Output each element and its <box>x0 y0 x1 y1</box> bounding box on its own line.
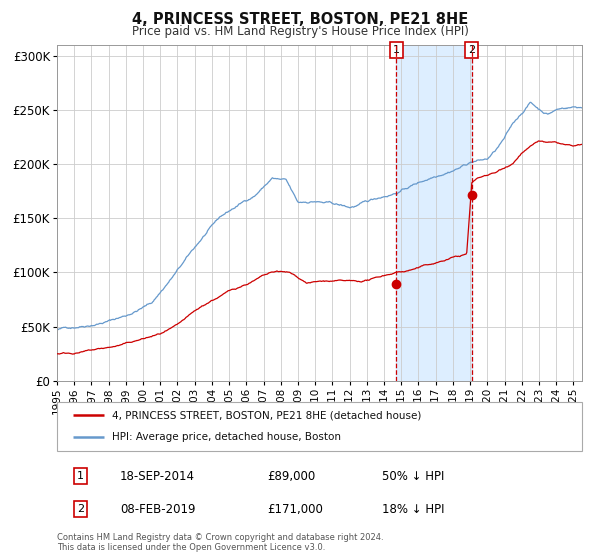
Text: HPI: Average price, detached house, Boston: HPI: Average price, detached house, Bost… <box>112 432 341 442</box>
Text: 2: 2 <box>468 45 475 55</box>
Text: 4, PRINCESS STREET, BOSTON, PE21 8HE (detached house): 4, PRINCESS STREET, BOSTON, PE21 8HE (de… <box>112 410 421 421</box>
Bar <box>397 45 472 381</box>
Text: Price paid vs. HM Land Registry's House Price Index (HPI): Price paid vs. HM Land Registry's House … <box>131 25 469 38</box>
Text: 50% ↓ HPI: 50% ↓ HPI <box>383 470 445 483</box>
Text: This data is licensed under the Open Government Licence v3.0.: This data is licensed under the Open Gov… <box>57 543 325 552</box>
Text: 2: 2 <box>77 504 84 514</box>
Text: 18% ↓ HPI: 18% ↓ HPI <box>383 503 445 516</box>
Text: 18-SEP-2014: 18-SEP-2014 <box>120 470 195 483</box>
Text: 1: 1 <box>393 45 400 55</box>
Text: £171,000: £171,000 <box>267 503 323 516</box>
Text: 08-FEB-2019: 08-FEB-2019 <box>120 503 196 516</box>
Text: Contains HM Land Registry data © Crown copyright and database right 2024.: Contains HM Land Registry data © Crown c… <box>57 533 383 542</box>
Text: £89,000: £89,000 <box>267 470 315 483</box>
Text: 1: 1 <box>77 471 84 481</box>
Text: 4, PRINCESS STREET, BOSTON, PE21 8HE: 4, PRINCESS STREET, BOSTON, PE21 8HE <box>132 12 468 27</box>
